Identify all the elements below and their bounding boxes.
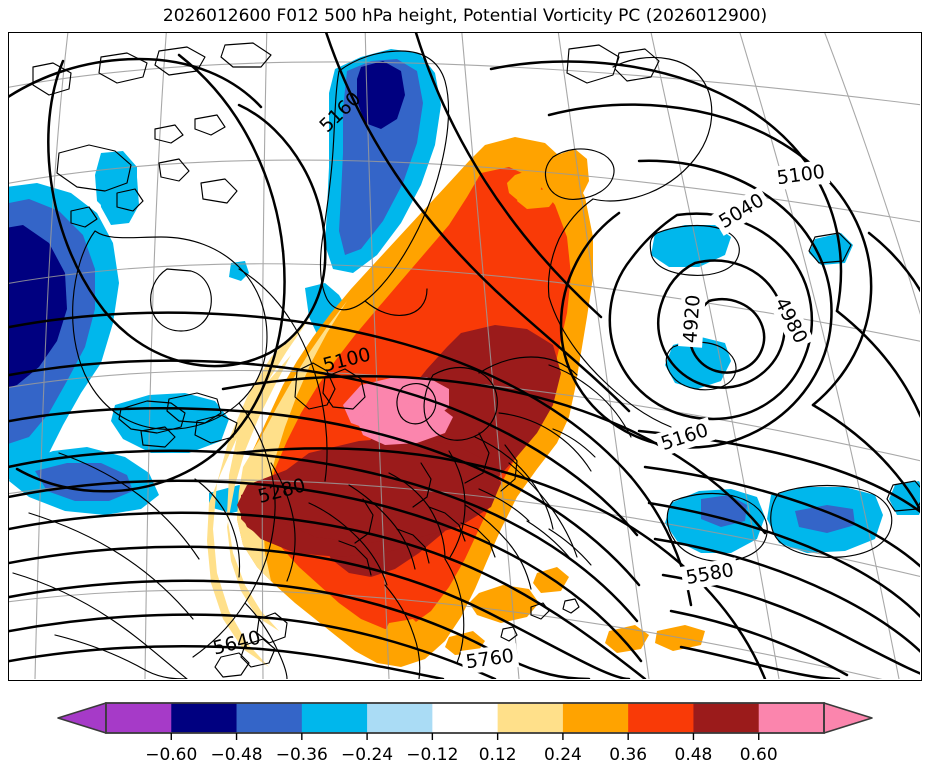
colorbar-svg[interactable]: −0.60 −0.48 −0.36 −0.24 −0.12 0.12 0.24 0.36 0.4…	[0, 696, 930, 762]
colorbar-segment[interactable]	[236, 703, 303, 733]
colorbar-tick-label: 0.48	[675, 745, 713, 762]
pv-region-cutoff-low-south	[665, 337, 731, 389]
coastline-layer	[12, 42, 920, 679]
colorbar-under-arrow[interactable]	[57, 702, 107, 734]
colorbar-segment[interactable]	[758, 703, 825, 733]
colorbar-tick-label: 0.12	[479, 745, 517, 762]
map-panel: 5160 5100 5040 4920	[8, 32, 922, 681]
colorbar[interactable]: −0.60 −0.48 −0.36 −0.24 −0.12 0.12 0.24 0.36 0.4…	[0, 696, 930, 762]
contour-label: 5100	[771, 159, 831, 191]
contour-label: 5760	[460, 643, 520, 675]
colorbar-ticks	[170, 733, 760, 740]
colorbar-tick-label: 0.36	[609, 745, 647, 762]
colorbar-tick-label: −0.60	[145, 745, 197, 762]
pv-region-iceland-patches	[507, 149, 589, 209]
svg-text:4920: 4920	[679, 294, 704, 344]
colorbar-segment[interactable]	[171, 703, 237, 733]
colorbar-segment[interactable]	[432, 703, 499, 733]
colorbar-tick-label: −0.36	[276, 745, 328, 762]
colorbar-tick-label: 0.60	[740, 745, 778, 762]
colorbar-tick-labels: −0.60 −0.48 −0.36 −0.24 −0.12 0.12 0.24 0.36 0.4…	[145, 745, 777, 762]
colorbar-tick-label: 0.24	[544, 745, 582, 762]
colorbar-tick-label: −0.48	[210, 745, 262, 762]
colorbar-over-arrow[interactable]	[823, 702, 873, 734]
colorbar-outline	[105, 702, 825, 734]
colorbar-segment[interactable]	[367, 703, 433, 733]
colorbar-segment[interactable]	[693, 703, 760, 733]
contour-label: 4920	[678, 290, 706, 348]
pv-region-southeast-east-blob	[767, 487, 883, 553]
colorbar-segment[interactable]	[562, 703, 629, 733]
colorbar-segment[interactable]	[628, 703, 694, 733]
pv-region-greenland	[325, 49, 441, 273]
colorbar-segment[interactable]	[301, 703, 368, 733]
colorbar-segments[interactable]	[106, 703, 825, 733]
colorbar-segment[interactable]	[497, 703, 564, 733]
map-plot: 5160 5100 5040 4920	[9, 33, 920, 679]
colorbar-tick-label: −0.12	[406, 745, 458, 762]
colorbar-tick-label: −0.24	[341, 745, 393, 762]
page-title: 2026012600 F012 500 hPa height, Potentia…	[162, 6, 768, 26]
contour-label: 5580	[680, 557, 740, 591]
pv-region-cutoff-low-north	[651, 225, 731, 267]
colorbar-segment[interactable]	[106, 703, 172, 733]
